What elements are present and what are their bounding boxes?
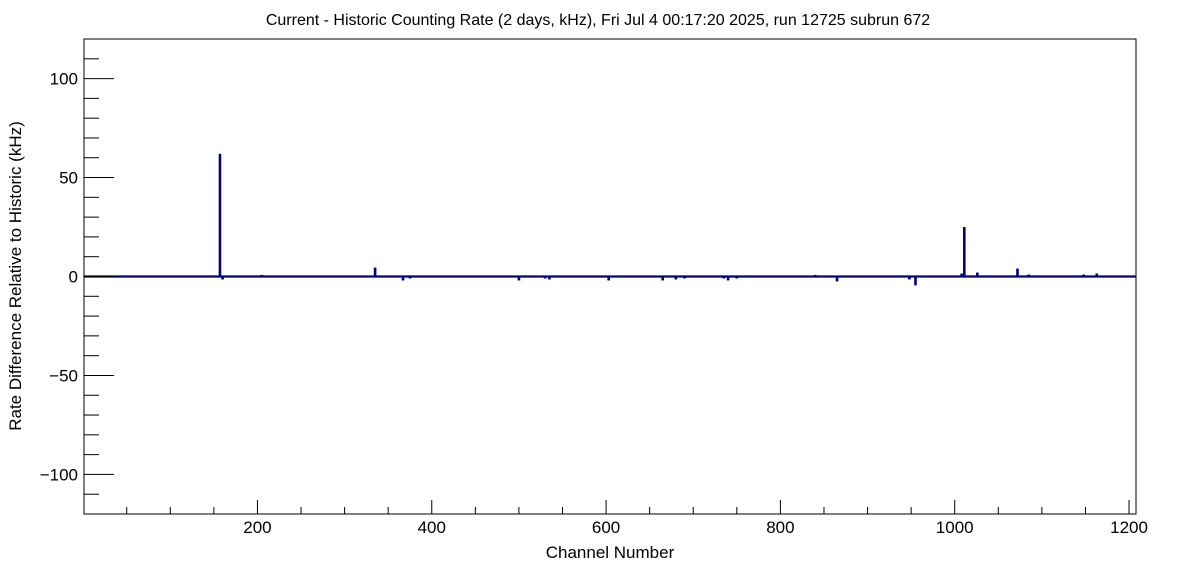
bar <box>722 276 726 279</box>
bar <box>683 276 686 279</box>
bar <box>908 276 911 280</box>
x-tick-label: 600 <box>592 518 620 537</box>
y-axis-label: Rate Difference Relative to Historic (kH… <box>6 121 25 431</box>
bar <box>260 274 264 277</box>
bar <box>735 276 739 279</box>
bar <box>607 276 610 281</box>
bar <box>835 276 839 282</box>
bar <box>960 273 963 277</box>
x-tick-label: 800 <box>766 518 794 537</box>
bar <box>408 276 412 279</box>
chart-title: Current - Historic Counting Rate (2 days… <box>266 12 930 29</box>
bar <box>976 272 979 277</box>
bar <box>962 227 966 277</box>
bar <box>726 276 730 281</box>
bar <box>548 276 551 280</box>
bar <box>218 153 222 277</box>
bar <box>661 276 665 281</box>
x-tick-label: 1200 <box>1110 518 1148 537</box>
bar <box>221 276 224 280</box>
bar <box>517 276 521 281</box>
bar <box>401 276 405 281</box>
y-tick-label: 50 <box>59 169 78 188</box>
x-axis-label: Channel Number <box>546 543 675 562</box>
x-tick-label: 200 <box>243 518 271 537</box>
bar <box>1095 273 1099 277</box>
bar <box>914 276 917 286</box>
bar <box>373 267 377 277</box>
x-tick-label: 400 <box>418 518 446 537</box>
bar <box>1016 268 1019 277</box>
bar <box>1082 274 1086 277</box>
y-tick-label: −100 <box>40 465 78 484</box>
y-tick-label: −50 <box>49 366 78 385</box>
bar <box>1027 274 1031 277</box>
y-tick-label: 0 <box>69 268 78 287</box>
bar <box>543 276 547 279</box>
y-tick-label: 100 <box>50 70 78 89</box>
x-tick-label: 1000 <box>936 518 974 537</box>
bar <box>813 274 817 277</box>
bar <box>674 276 678 280</box>
